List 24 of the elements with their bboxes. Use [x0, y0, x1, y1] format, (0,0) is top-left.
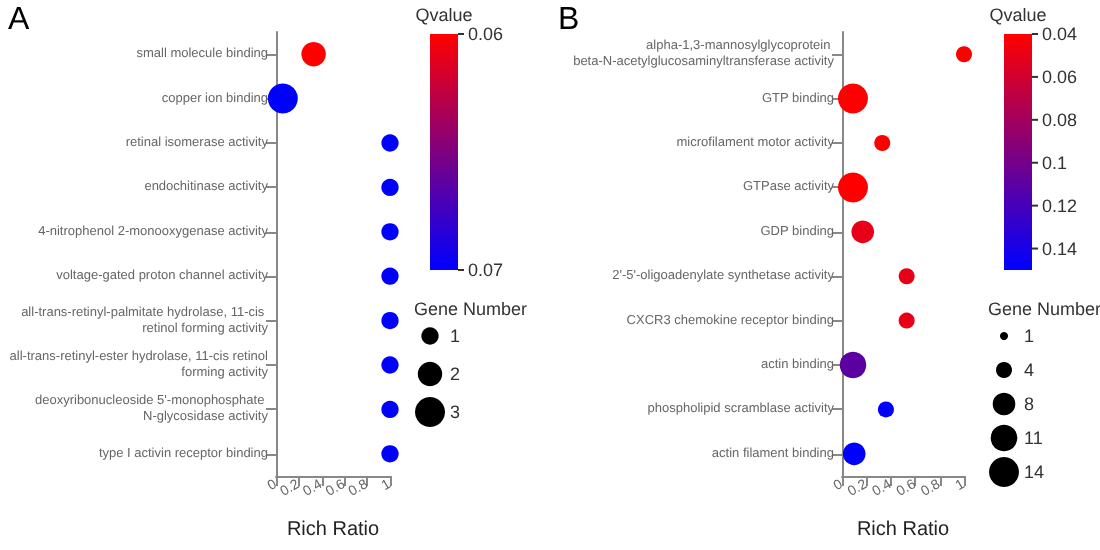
color-bar-title: Qvalue: [989, 5, 1047, 25]
legend-label: 3: [450, 402, 461, 422]
color-bar-label: 0.07: [468, 260, 504, 280]
legend-title: Gene Number: [988, 299, 1100, 319]
color-bar-label: 0.06: [1042, 66, 1078, 87]
color-bar-label: 0.1: [1042, 152, 1068, 173]
legend-label: 14: [1024, 462, 1045, 482]
legend-label: 1: [450, 326, 461, 346]
color-bar-label: 0.12: [1042, 195, 1078, 216]
legend-label: 2: [450, 364, 461, 384]
color-bar-label: 0.04: [1042, 24, 1078, 44]
color-bar-title: Qvalue: [415, 5, 473, 25]
legend-label: 11: [1024, 428, 1043, 448]
x-axis-title: Rich Ratio: [856, 519, 950, 541]
legend-title: Gene Number: [414, 299, 528, 319]
text: B: [558, 3, 580, 37]
color-bar-label: 0.14: [1042, 238, 1078, 259]
legend-label: 4: [1024, 360, 1035, 380]
legend-label: 8: [1024, 394, 1035, 414]
x-axis-title: Rich Ratio: [286, 519, 380, 541]
color-bar-label: 0.06: [468, 24, 504, 44]
color-bar-label: 0.08: [1042, 109, 1078, 130]
legend-label: 1: [1024, 326, 1035, 346]
text: A: [8, 3, 30, 37]
